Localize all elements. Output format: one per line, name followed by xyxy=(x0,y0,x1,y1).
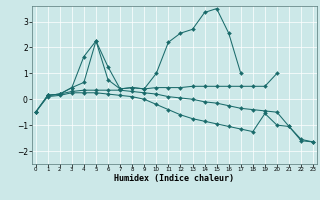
X-axis label: Humidex (Indice chaleur): Humidex (Indice chaleur) xyxy=(115,174,234,183)
